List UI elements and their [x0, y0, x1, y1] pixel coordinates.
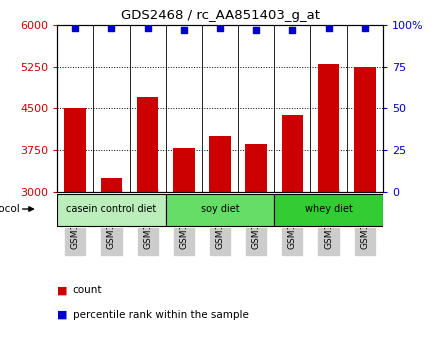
Bar [137, 97, 158, 192]
Point [180, 27, 187, 33]
Point [361, 25, 368, 31]
Bar [173, 148, 194, 192]
Text: protocol: protocol [0, 204, 20, 214]
Bar [318, 64, 339, 192]
Text: percentile rank within the sample: percentile rank within the sample [73, 310, 249, 320]
Text: soy diet: soy diet [201, 204, 239, 214]
Bar [166, 194, 274, 226]
Bar [209, 136, 231, 192]
Bar [246, 144, 267, 192]
Text: whey diet: whey diet [304, 204, 352, 214]
Title: GDS2468 / rc_AA851403_g_at: GDS2468 / rc_AA851403_g_at [121, 9, 319, 22]
Bar [282, 115, 303, 192]
Point [216, 25, 224, 31]
Point [108, 25, 115, 31]
Point [325, 25, 332, 31]
Bar [274, 194, 383, 226]
Bar [354, 67, 376, 192]
Bar [101, 178, 122, 192]
Point [72, 25, 79, 31]
Bar [57, 194, 166, 226]
Text: count: count [73, 285, 102, 295]
Bar [64, 108, 86, 192]
Text: ■: ■ [57, 285, 68, 295]
Text: ■: ■ [57, 310, 68, 320]
Point [289, 27, 296, 33]
Text: casein control diet: casein control diet [66, 204, 157, 214]
Point [253, 27, 260, 33]
Point [144, 25, 151, 31]
